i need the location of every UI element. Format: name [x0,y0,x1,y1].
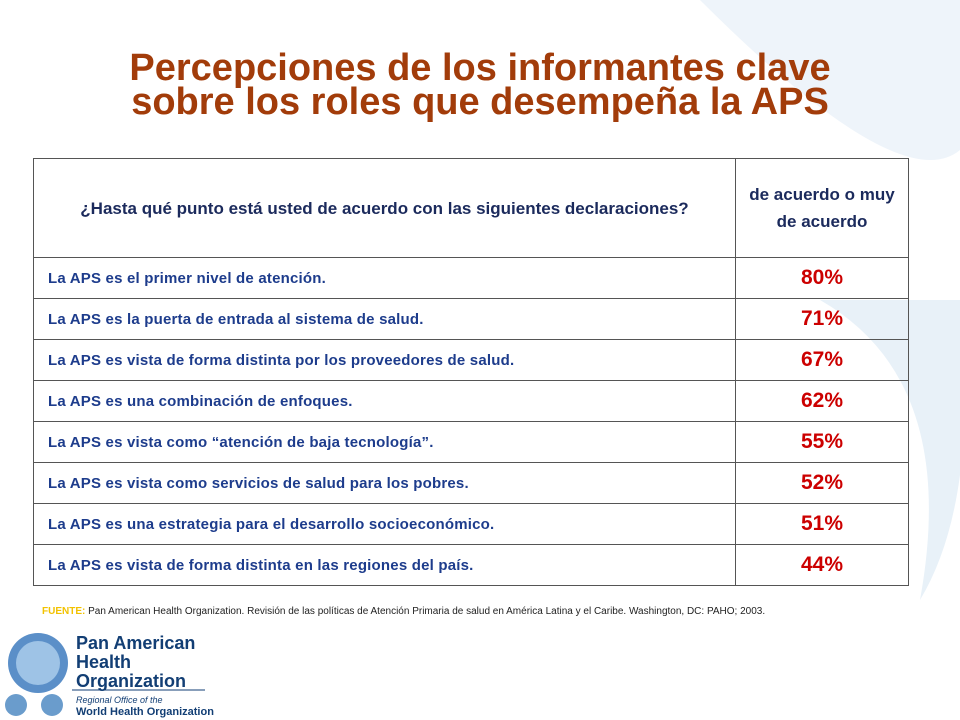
percentage: 62% [735,380,909,422]
table-row: La APS es vista como “atención de baja t… [33,421,909,463]
percentage: 44% [735,544,909,586]
statement: La APS es vista de forma distinta por lo… [33,339,736,381]
logo-line: Organization [76,671,187,691]
table-row: La APS es una estrategia para el desarro… [33,503,909,545]
percentage: 52% [735,462,909,504]
title-line: Percepciones de los informantes clave [129,47,831,89]
logo-line: World Health Organization [76,706,214,718]
table: ¿Hasta qué punto está usted de acuerdo c… [33,158,909,586]
title-line: sobre los roles que desempeña la APS [131,81,829,123]
logo-line: Health [76,652,132,672]
statement: La APS es una combinación de enfoques. [33,380,736,422]
source-text: Pan American Health Organization. Revisi… [88,606,766,617]
statement: La APS es la puerta de entrada al sistem… [33,298,736,340]
table-row: La APS es vista de forma distinta en las… [33,544,909,586]
statement: La APS es vista como “atención de baja t… [33,421,736,463]
table-row: La APS es vista como servicios de salud … [33,462,909,504]
logo-subtext: Regional Office of the World Health Orga… [76,694,214,718]
percentage: 67% [735,339,909,381]
table-row: La APS es la puerta de entrada al sistem… [33,298,909,340]
logo-text: Pan American Health Organization [76,634,195,691]
header-answer: de acuerdo o muy de acuerdo [735,158,909,258]
table-row: La APS es una combinación de enfoques. 62… [33,380,909,422]
percentage: 71% [735,298,909,340]
percentage: 51% [735,503,909,545]
header-question: ¿Hasta qué punto está usted de acuerdo c… [33,158,736,258]
percentage: 55% [735,421,909,463]
table-row: La APS es el primer nivel de atención. 80… [33,257,909,299]
table-row: La APS es vista de forma distinta por lo… [33,339,909,381]
source: FUENTE: Pan American Health Organization… [42,606,765,617]
logo-line: Pan American [76,633,196,653]
statement: La APS es vista de forma distinta en las… [33,544,736,586]
logo-line: Regional Office of the [76,695,163,705]
statement: La APS es una estrategia para el desarro… [33,503,736,545]
statement: La APS es el primer nivel de atención. [33,257,736,299]
percentage: 80% [735,257,909,299]
source-label: FUENTE: [42,606,86,617]
statement: La APS es vista como servicios de salud … [33,462,736,504]
